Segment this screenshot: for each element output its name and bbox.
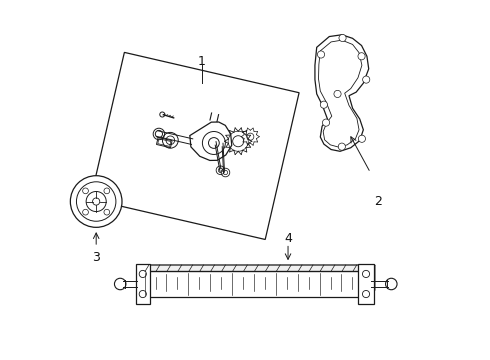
Circle shape: [386, 278, 397, 290]
Text: 4: 4: [284, 231, 292, 244]
Polygon shape: [315, 35, 368, 151]
Circle shape: [339, 35, 346, 41]
Circle shape: [115, 278, 126, 290]
Circle shape: [322, 119, 330, 126]
Circle shape: [320, 101, 327, 108]
Circle shape: [363, 76, 370, 83]
Circle shape: [363, 270, 369, 278]
Circle shape: [358, 53, 365, 60]
Text: 1: 1: [198, 55, 206, 68]
Polygon shape: [137, 265, 375, 271]
Circle shape: [104, 209, 110, 215]
Circle shape: [318, 51, 324, 58]
Circle shape: [71, 176, 122, 227]
Text: 3: 3: [92, 251, 100, 264]
Circle shape: [104, 188, 110, 194]
Circle shape: [83, 209, 88, 215]
Circle shape: [83, 188, 88, 194]
Circle shape: [338, 143, 345, 150]
Circle shape: [358, 135, 366, 142]
Circle shape: [139, 270, 147, 278]
Circle shape: [139, 291, 147, 298]
Polygon shape: [358, 264, 374, 304]
Text: 2: 2: [374, 195, 382, 208]
Polygon shape: [137, 271, 370, 297]
Polygon shape: [370, 265, 375, 297]
Circle shape: [334, 90, 341, 98]
Polygon shape: [136, 264, 150, 304]
Circle shape: [363, 291, 369, 298]
